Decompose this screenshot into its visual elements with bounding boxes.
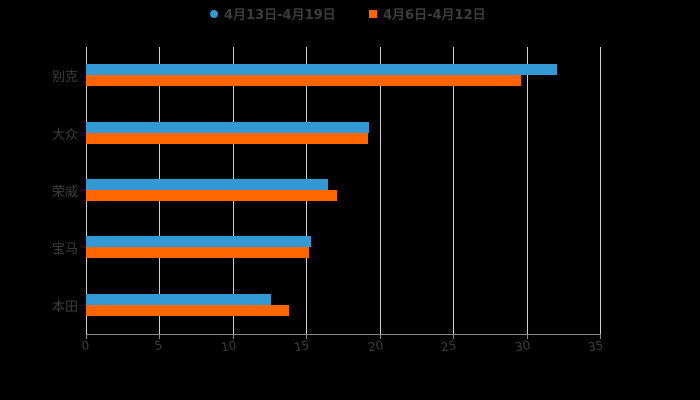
x-tick xyxy=(379,334,381,339)
x-tick-label: 35 xyxy=(586,338,605,355)
gridline xyxy=(453,47,455,334)
bar[interactable] xyxy=(86,304,289,316)
bar[interactable] xyxy=(86,190,338,201)
plot-area xyxy=(86,47,601,339)
x-tick-label: 15 xyxy=(293,338,311,355)
bar[interactable] xyxy=(86,64,558,76)
bar[interactable] xyxy=(86,179,329,190)
bar[interactable] xyxy=(86,236,311,248)
x-tick xyxy=(453,334,455,339)
x-tick-label: 0 xyxy=(80,338,91,354)
x-tick xyxy=(86,334,87,339)
x-tick-label: 10 xyxy=(219,338,238,355)
gridline xyxy=(526,47,528,334)
y-category-label: 别克 xyxy=(51,70,78,86)
y-category-label: 本田 xyxy=(51,299,78,315)
x-axis-line xyxy=(86,334,601,335)
legend-item-series2[interactable]: 4月6日-4月12日 xyxy=(369,4,486,23)
gridline xyxy=(600,47,601,334)
legend-square-icon xyxy=(369,9,377,18)
x-tick-label: 5 xyxy=(153,338,164,354)
y-category-label: 大众 xyxy=(51,127,78,143)
x-tick-label: 25 xyxy=(440,338,458,355)
x-tick-label: 30 xyxy=(513,338,531,355)
legend-item-series1[interactable]: 4月13日-4月19日 xyxy=(210,4,336,23)
x-tick xyxy=(600,334,601,339)
chart-legend: 4月13日-4月19日 4月6日-4月12日 xyxy=(0,4,700,24)
x-tick xyxy=(232,334,234,339)
y-category-label: 荣威 xyxy=(51,185,78,200)
x-tick xyxy=(306,334,308,339)
bar[interactable] xyxy=(86,121,370,133)
legend-label: 4月13日-4月19日 xyxy=(224,8,336,23)
bar[interactable] xyxy=(86,132,368,144)
bar[interactable] xyxy=(86,75,521,87)
gridline xyxy=(379,47,381,334)
x-tick xyxy=(159,334,161,339)
bar[interactable] xyxy=(86,247,310,259)
legend-label: 4月6日-4月12日 xyxy=(383,8,486,23)
y-category-label: 宝马 xyxy=(51,242,78,258)
x-tick-label: 20 xyxy=(366,338,385,355)
x-tick xyxy=(526,334,528,339)
legend-circle-icon xyxy=(210,9,218,18)
bar[interactable] xyxy=(86,293,272,305)
